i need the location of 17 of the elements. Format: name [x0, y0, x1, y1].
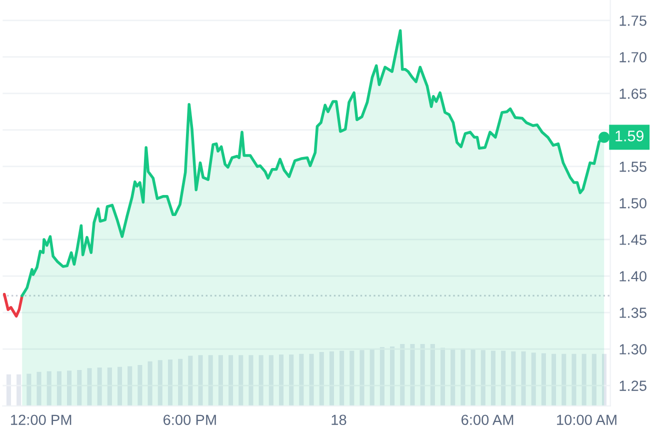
x-tick-label: 6:00 AM: [462, 414, 514, 426]
y-tick-label: 1.50: [620, 198, 646, 208]
y-tick-label: 1.35: [620, 308, 646, 318]
y-tick-label: 1.70: [620, 52, 646, 62]
y-tick-label: 1.30: [620, 344, 646, 354]
y-tick-label: 1.45: [620, 234, 646, 245]
x-tick-label: 18: [332, 414, 346, 426]
line-series: [2, 292, 24, 318]
y-tick-label: 1.65: [620, 88, 646, 99]
y-tick-label: 1.40: [620, 271, 646, 282]
y-tick-label: 1.55: [620, 162, 646, 172]
y-tick-label: 1.25: [620, 380, 646, 391]
x-tick-label: 12:00 PM: [11, 414, 72, 426]
y-tick-label: 1.75: [620, 16, 646, 26]
annotation: 1.59: [616, 130, 644, 142]
x-tick-label: 6:00 PM: [164, 414, 216, 426]
x-tick-label: 10:00 AM: [557, 414, 616, 426]
